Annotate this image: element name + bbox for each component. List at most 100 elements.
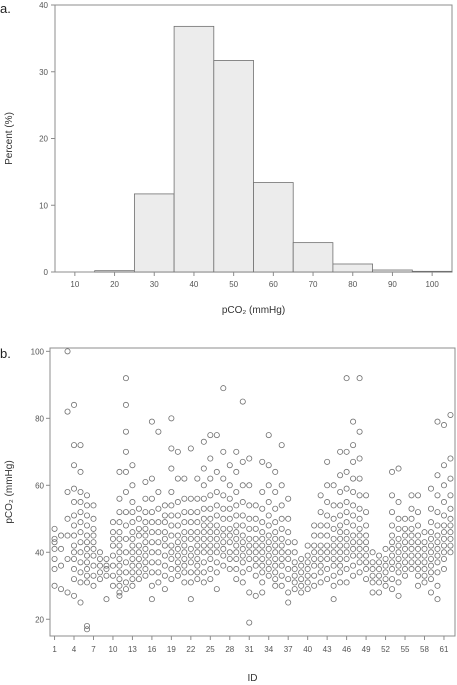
scatter-point [356,539,363,546]
scatter-x-tick-label: 31 [245,645,254,654]
scatter-point [58,545,65,552]
scatter-point [265,499,272,506]
scatter-x-tick-label: 7 [91,645,96,654]
scatter-point [207,505,214,512]
scatter-point [168,415,175,422]
scatter-point [343,485,350,492]
scatter-point [369,549,376,556]
scatter-point [71,442,78,449]
scatter-point [434,418,441,425]
scatter-point [187,509,194,516]
scatter-point [116,542,123,549]
scatter-point [434,582,441,589]
scatter-point [83,572,90,579]
scatter-point [220,448,227,455]
scatter-point [265,545,272,552]
scatter-point [440,542,447,549]
scatter-point [252,549,259,556]
scatter-point [434,552,441,559]
scatter-point [90,562,97,569]
scatter-point [187,445,194,452]
scatter-point [90,552,97,559]
scatter-point [252,572,259,579]
histogram-x-tick-label: 70 [309,280,318,289]
scatter-point [129,499,136,506]
scatter-point [207,542,214,549]
scatter-point [181,475,188,482]
scatter-point [447,505,454,512]
scatter-point [350,552,357,559]
scatter-point [272,562,279,569]
scatter-point [135,576,142,583]
scatter-point [220,505,227,512]
scatter-point [64,589,71,596]
scatter-y-ticks: 20 40 60 80 100 [31,347,50,624]
scatter-point [233,488,240,495]
scatter-point [129,569,136,576]
scatter-point [233,549,240,556]
scatter-point [226,549,233,556]
scatter-point [174,475,181,482]
scatter-point [304,542,311,549]
scatter-point [233,529,240,536]
scatter-point [200,522,207,529]
scatter-point [90,545,97,552]
scatter-point [356,428,363,435]
scatter-x-tick-label: 4 [72,645,77,654]
scatter-point [421,579,428,586]
histogram-y-tick-label: 0 [44,268,49,277]
scatter-point [135,569,142,576]
scatter-point [129,535,136,542]
scatter-point [142,559,149,566]
scatter-point [200,438,207,445]
scatter-point [330,525,337,532]
scatter-point [90,525,97,532]
scatter-point [356,505,363,512]
scatter-point [408,515,415,522]
scatter-point [324,555,331,562]
scatter-point [83,512,90,519]
scatter-point [213,529,220,536]
scatter-x-tick-label: 13 [128,645,137,654]
scatter-point [363,576,370,583]
scatter-point [395,549,402,556]
scatter-point [317,532,324,539]
scatter-point [278,549,285,556]
scatter-point [440,566,447,573]
scatter-point [434,532,441,539]
scatter-point [447,535,454,542]
scatter-point [337,529,344,536]
scatter-point [142,495,149,502]
scatter-x-tick-label: 28 [225,645,234,654]
scatter-point [246,455,253,462]
scatter-point [181,555,188,562]
scatter-point [109,529,116,536]
scatter-point [285,529,292,536]
scatter-point [252,555,259,562]
scatter-point [168,549,175,556]
scatter-point [213,535,220,542]
scatter-point [330,502,337,509]
scatter-point [427,542,434,549]
scatter-point [207,549,214,556]
scatter-point [233,555,240,562]
scatter-point [142,566,149,573]
scatter-point [239,539,246,546]
scatter-point [155,559,162,566]
scatter-point [233,468,240,475]
scatter-point [415,522,422,529]
scatter-point [200,549,207,556]
scatter-point [109,519,116,526]
scatter-point [259,579,266,586]
scatter-point [369,579,376,586]
scatter-point [129,462,136,469]
scatter-point [96,576,103,583]
scatter-point [200,569,207,576]
scatter-point [83,539,90,546]
scatter-point [71,592,78,599]
scatter-point [408,532,415,539]
scatter-point [311,522,318,529]
histogram-y-tick-label: 10 [39,201,48,210]
scatter-point [408,505,415,512]
scatter-point [350,539,357,546]
